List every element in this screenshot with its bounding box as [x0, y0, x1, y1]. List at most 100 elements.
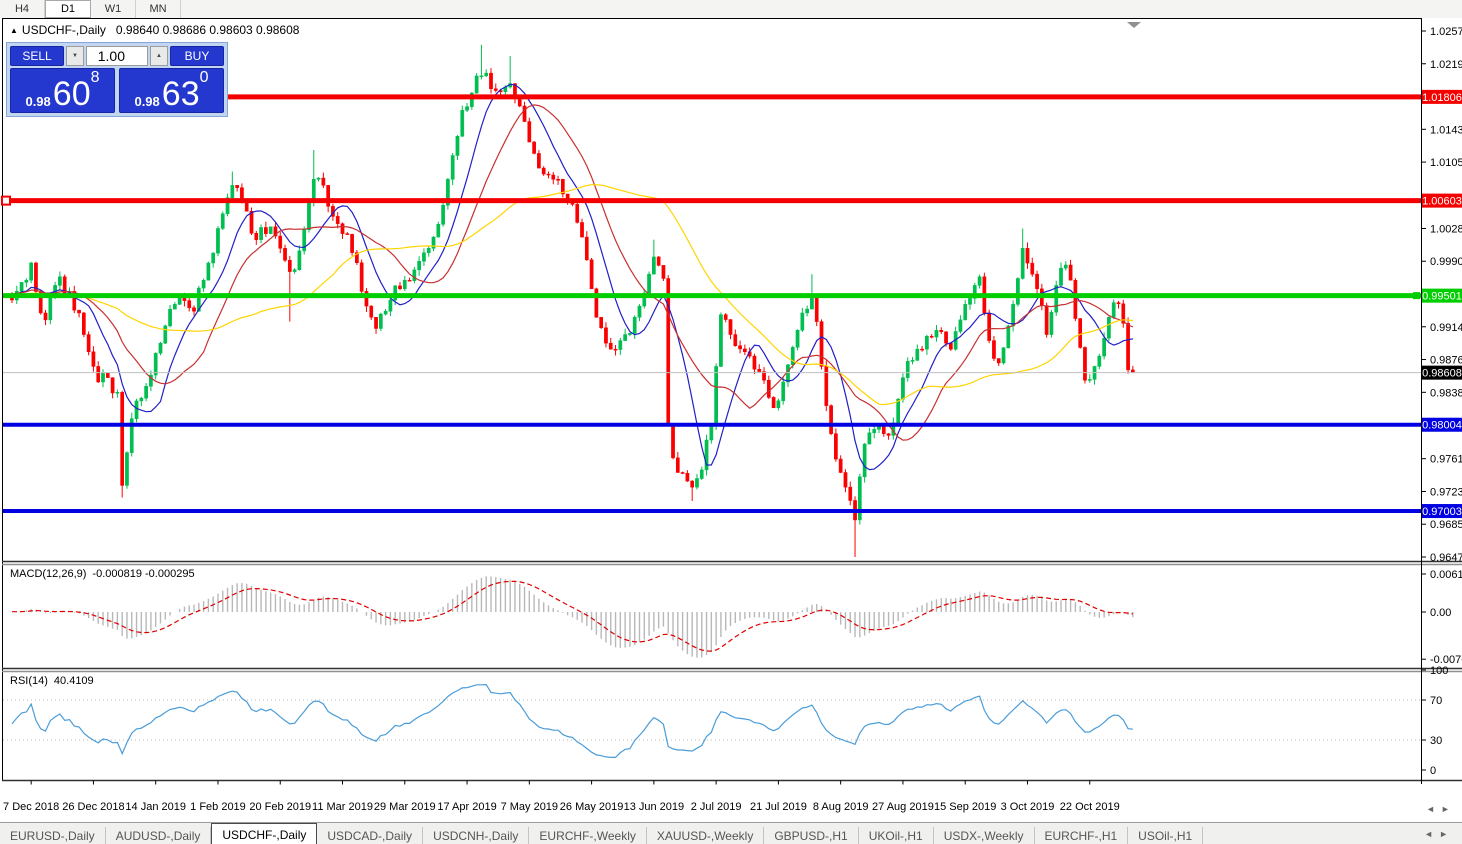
- timeframe-w1-button[interactable]: W1: [91, 0, 136, 18]
- moving-average-9: [11, 83, 1133, 471]
- svg-text:-0.007612: -0.007612: [1430, 654, 1462, 666]
- svg-text:0.97003: 0.97003: [1422, 506, 1462, 518]
- buy-price-pip: 0: [199, 69, 209, 86]
- price-level-badge: [1422, 288, 1462, 303]
- chart-scroll-right-icon[interactable]: ►: [1440, 804, 1456, 814]
- macd-label: MACD(12,26,9) -0.000819 -0.000295: [10, 568, 201, 580]
- macd-signal-line: [12, 580, 1133, 652]
- chart-scroll-left-icon[interactable]: ◄: [1426, 804, 1441, 814]
- symbol-tab-eurusd-daily[interactable]: EURUSD-,Daily: [0, 827, 106, 844]
- svg-text:0.00613: 0.00613: [1430, 569, 1462, 581]
- chart-canvas[interactable]: 1.018061.006030.995010.980040.970030.986…: [0, 18, 1462, 822]
- svg-text:0.98004: 0.98004: [1422, 420, 1462, 432]
- price-level-badge: [1422, 89, 1462, 104]
- sell-price-big: 60: [52, 75, 91, 113]
- timeframe-mn-button[interactable]: MN: [136, 0, 181, 18]
- svg-text:0.98608: 0.98608: [1422, 368, 1462, 380]
- symbol-tab-usdx-weekly[interactable]: USDX-,Weekly: [934, 827, 1035, 844]
- symbol-tab-gbpusd-h1[interactable]: GBPUSD-,H1: [764, 827, 859, 844]
- svg-text:1.00603: 1.00603: [1422, 196, 1462, 208]
- svg-text:13 Jun 2019: 13 Jun 2019: [624, 801, 685, 813]
- rsi-line: [11, 683, 1133, 759]
- price-level-badge: [1422, 417, 1462, 432]
- symbol-tab-usdchf-daily[interactable]: USDCHF-,Daily: [211, 823, 318, 844]
- svg-text:1.01050: 1.01050: [1430, 157, 1462, 169]
- svg-text:70: 70: [1430, 695, 1442, 707]
- rsi-label: RSI(14) 40.4109: [10, 675, 100, 687]
- level-handle[interactable]: [1, 195, 11, 206]
- symbol-tab-xauusd-weekly[interactable]: XAUUSD-,Weekly: [647, 827, 765, 844]
- symbol-tab-ukoil-h1[interactable]: UKOil-,H1: [859, 827, 934, 844]
- svg-text:17 Apr 2019: 17 Apr 2019: [437, 801, 496, 813]
- svg-text:15 Sep 2019: 15 Sep 2019: [934, 801, 996, 813]
- sell-button[interactable]: SELL: [10, 46, 64, 66]
- svg-text:2 Jul 2019: 2 Jul 2019: [691, 801, 742, 813]
- price-level-badge: [1422, 504, 1462, 519]
- symbol-tab-usdcad-daily[interactable]: USDCAD-,Daily: [317, 827, 424, 844]
- volume-decrease-button[interactable]: ▼: [66, 46, 84, 66]
- svg-text:0.00: 0.00: [1430, 607, 1451, 619]
- timeframe-toolbar: H4 D1 W1 MN: [0, 0, 1462, 19]
- level-axis-handle[interactable]: [1413, 292, 1420, 300]
- svg-text:29 Mar 2019: 29 Mar 2019: [374, 801, 436, 813]
- timeframe-d1-button[interactable]: D1: [45, 0, 91, 18]
- rsi-name: RSI(14): [10, 675, 48, 687]
- svg-text:1 Feb 2019: 1 Feb 2019: [190, 801, 246, 813]
- sell-price-box[interactable]: 0.98 60 8: [10, 68, 115, 113]
- buy-price-box[interactable]: 0.98 63 0: [119, 68, 224, 113]
- symbol-tab-eurchf-h1[interactable]: EURCHF-,H1: [1035, 827, 1129, 844]
- svg-text:8 Aug 2019: 8 Aug 2019: [813, 801, 869, 813]
- volume-increase-button[interactable]: ▲: [150, 46, 168, 66]
- chart-symbol-label: USDCHF-,Daily: [21, 23, 106, 37]
- svg-text:1.02190: 1.02190: [1430, 59, 1462, 71]
- chart-ohlc-values: 0.98640 0.98686 0.98603 0.98608: [115, 23, 300, 37]
- svg-text:11 Mar 2019: 11 Mar 2019: [312, 801, 373, 813]
- buy-button[interactable]: BUY: [170, 46, 224, 66]
- svg-text:1.01430: 1.01430: [1430, 124, 1462, 136]
- symbol-tab-usdcnh-daily[interactable]: USDCNH-,Daily: [423, 827, 530, 844]
- symbol-tab-bar: EURUSD-,Daily AUDUSD-,Daily USDCHF-,Daily U…: [0, 822, 1462, 844]
- svg-text:3 Oct 2019: 3 Oct 2019: [1001, 801, 1055, 813]
- svg-text:100: 100: [1430, 665, 1448, 677]
- svg-text:1.02570: 1.02570: [1430, 26, 1462, 38]
- chart-scroll-arrows: ◄►: [1426, 804, 1456, 814]
- svg-text:1.01806: 1.01806: [1422, 92, 1462, 104]
- symbol-tab-eurchf-weekly[interactable]: EURCHF-,Weekly: [529, 827, 647, 844]
- collapse-triangle-icon[interactable]: ▲: [10, 26, 18, 35]
- sell-price-pip: 8: [90, 69, 100, 86]
- svg-text:0: 0: [1430, 765, 1436, 777]
- svg-text:21 Jul 2019: 21 Jul 2019: [750, 801, 807, 813]
- buy-price-base: 0.98: [134, 94, 160, 109]
- price-level-badge: [1422, 193, 1462, 208]
- svg-text:30: 30: [1430, 735, 1442, 747]
- moving-average-18: [11, 104, 1134, 441]
- moving-average-45: [11, 184, 1133, 406]
- timeframe-h4-button[interactable]: H4: [0, 0, 45, 18]
- chart-title: ▲ USDCHF-,Daily 0.98640 0.98686 0.98603 0.…: [10, 23, 299, 37]
- volume-input[interactable]: 1.00: [86, 46, 148, 66]
- svg-text:20 Feb 2019: 20 Feb 2019: [249, 801, 311, 813]
- svg-text:7 Dec 2018: 7 Dec 2018: [3, 801, 59, 813]
- buy-price-big: 63: [161, 75, 200, 113]
- svg-text:26 Dec 2018: 26 Dec 2018: [62, 801, 124, 813]
- sell-price-base: 0.98: [25, 94, 51, 109]
- chart-window: 1.01806 1.00603 0.99501 0.98004 0.97003 0.986…: [0, 18, 1462, 822]
- tab-scroll-arrows[interactable]: ◄►: [1424, 829, 1454, 839]
- symbol-tab-usoil-h1[interactable]: USOil-,H1: [1128, 827, 1204, 844]
- svg-text:22 Oct 2019: 22 Oct 2019: [1060, 801, 1120, 813]
- rsi-value: 40.4109: [53, 675, 94, 687]
- chart-shift-marker-icon[interactable]: [1127, 22, 1141, 28]
- svg-text:14 Jan 2019: 14 Jan 2019: [125, 801, 186, 813]
- svg-text:26 May 2019: 26 May 2019: [560, 801, 624, 813]
- symbol-tab-audusd-daily[interactable]: AUDUSD-,Daily: [106, 827, 212, 844]
